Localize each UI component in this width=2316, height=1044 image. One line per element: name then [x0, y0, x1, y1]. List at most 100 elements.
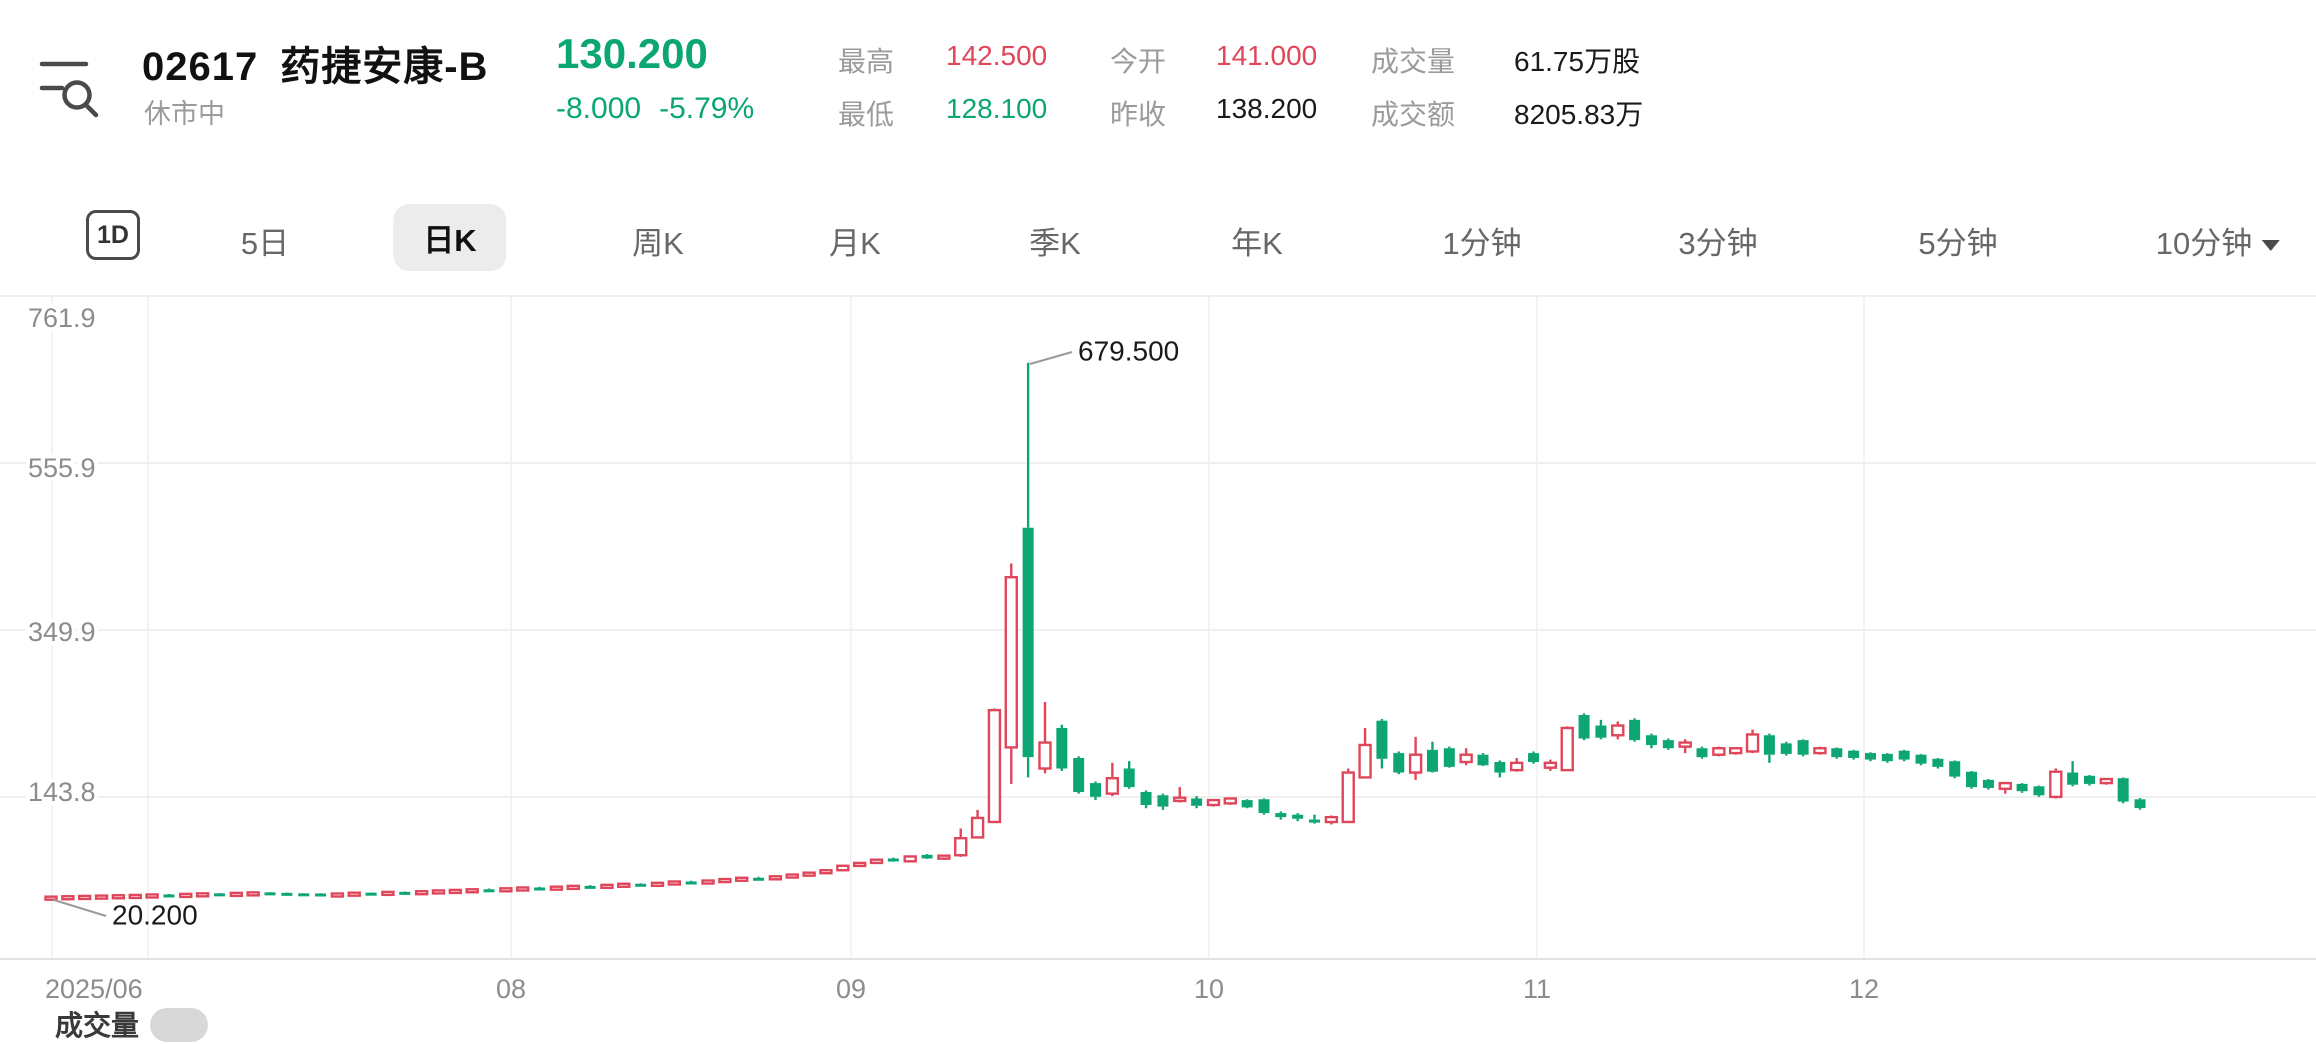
- tab-5min[interactable]: 5分钟: [1918, 226, 1998, 261]
- candle: [1543, 761, 1558, 769]
- candle: [987, 708, 1002, 824]
- candle: [179, 892, 193, 899]
- candle: [499, 887, 513, 893]
- candle: [281, 892, 293, 896]
- candle: [1073, 757, 1085, 793]
- candle: [213, 893, 225, 897]
- current-price: 130.200: [556, 30, 708, 77]
- price-annotation: 679.500: [1078, 335, 1179, 366]
- tab-10min-label: 10分钟: [2155, 226, 2253, 261]
- candle: [1393, 753, 1405, 773]
- candle: [229, 891, 244, 898]
- candle: [802, 871, 816, 877]
- stat-value-prevclose: 138.200: [1216, 93, 1318, 124]
- stock-code: 02617: [142, 45, 259, 89]
- y-axis-tick: 143.8: [28, 777, 96, 807]
- candle: [1678, 741, 1692, 748]
- candle: [667, 880, 682, 886]
- candle: [869, 858, 884, 865]
- candlestick-chart[interactable]: 761.9 555.9 349.9 143.8 2025/06 08 09 10 11 12 20.…: [0, 0, 2316, 1023]
- stat-label-prevclose: 昨收: [1110, 99, 1167, 130]
- candle: [1780, 743, 1792, 754]
- stat-label-open: 今开: [1110, 46, 1167, 77]
- candle: [1004, 575, 1018, 749]
- tab-3min[interactable]: 3分钟: [1678, 226, 1758, 261]
- candle: [1477, 754, 1489, 766]
- candle: [1645, 735, 1657, 745]
- tab-daily-k[interactable]: 日K: [393, 204, 507, 271]
- x-axis-tick: 12: [1849, 974, 1879, 1004]
- y-axis-tick: 349.9: [28, 617, 96, 647]
- range-1d-icon[interactable]: 1D: [86, 210, 140, 260]
- candle: [2049, 770, 2063, 799]
- candle: [584, 885, 596, 889]
- candle: [1813, 747, 1827, 755]
- candle: [1140, 792, 1152, 805]
- candle: [1056, 727, 1068, 769]
- candle: [1376, 720, 1388, 759]
- candle: [1915, 754, 1927, 764]
- candle: [617, 882, 631, 888]
- tab-1min[interactable]: 1分钟: [1442, 226, 1522, 261]
- candle: [701, 879, 715, 885]
- search-icon[interactable]: [36, 48, 104, 120]
- candle: [1426, 749, 1438, 772]
- tab-yearly-k[interactable]: 年K: [1231, 226, 1283, 261]
- candle: [431, 889, 446, 895]
- chevron-down-icon: [2262, 240, 2281, 252]
- stock-name: 药捷安康-B: [280, 45, 489, 89]
- candle: [718, 877, 732, 884]
- candle: [1324, 815, 1339, 824]
- x-axis-tick: 10: [1194, 974, 1224, 1004]
- y-axis-tick: 761.9: [28, 303, 96, 333]
- candle: [516, 886, 530, 892]
- candle: [1123, 768, 1135, 788]
- candle: [365, 892, 377, 896]
- tab-weekly-k[interactable]: 周K: [632, 226, 684, 261]
- candle: [347, 891, 361, 897]
- candle: [483, 889, 495, 893]
- candle: [1408, 753, 1423, 774]
- candle: [1932, 758, 1944, 767]
- volume-pane-badge[interactable]: [150, 1008, 208, 1042]
- candle: [954, 837, 968, 857]
- candle: [650, 881, 665, 887]
- candle: [1578, 714, 1590, 739]
- candle: [1966, 771, 1978, 788]
- candle: [1509, 761, 1524, 772]
- candle: [128, 893, 142, 900]
- candle: [1275, 813, 1287, 818]
- stat-label-volume: 成交量: [1371, 46, 1456, 77]
- annotation-pointer: [53, 899, 107, 917]
- candle: [1443, 748, 1455, 767]
- candle: [195, 892, 210, 898]
- stat-label-high: 最高: [838, 46, 895, 77]
- y-axis-tick: 555.9: [28, 453, 96, 483]
- candle: [330, 892, 345, 898]
- stat-label-turnover: 成交额: [1371, 99, 1456, 130]
- tab-quarter-k[interactable]: 季K: [1029, 226, 1081, 261]
- candle: [2016, 783, 2028, 792]
- tab-monthly-k[interactable]: 月K: [829, 226, 881, 261]
- candle: [1292, 814, 1304, 819]
- candle: [1881, 753, 1893, 762]
- candle: [1223, 797, 1237, 805]
- tab-10min[interactable]: 10分钟: [2155, 218, 2281, 263]
- candle: [399, 891, 411, 895]
- candle: [1309, 819, 1321, 823]
- candle: [785, 873, 799, 879]
- candle: [1241, 800, 1253, 808]
- candle: [1797, 740, 1809, 755]
- candle: [1949, 761, 1961, 777]
- stock-title: 02617 药捷安康-B: [142, 34, 488, 92]
- candle: [246, 891, 260, 897]
- volume-pane-title: 成交量: [55, 1010, 140, 1041]
- candle: [2117, 778, 2129, 802]
- candle: [1696, 748, 1708, 758]
- candle: [264, 892, 276, 896]
- candle: [1528, 753, 1540, 763]
- tab-5day[interactable]: 5日: [240, 226, 290, 261]
- candle: [600, 883, 614, 890]
- candle: [2083, 775, 2095, 784]
- candle: [77, 894, 92, 901]
